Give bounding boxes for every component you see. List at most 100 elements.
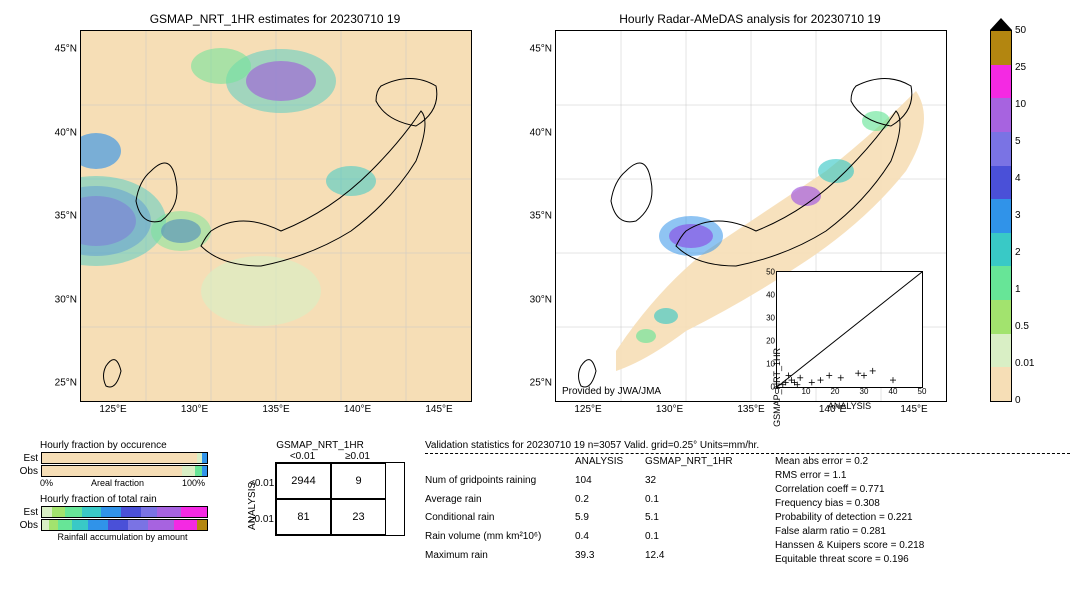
scatter-ytick: 40 <box>766 291 777 300</box>
colorbar-segment <box>991 233 1011 267</box>
hbar-segment <box>42 453 197 463</box>
ct-grid: 2944 9 81 23 <box>275 462 405 536</box>
hbar-bar <box>41 506 208 518</box>
hbar-segment <box>108 520 128 530</box>
y-tick: 25°N <box>530 378 556 389</box>
scatter-ytick: 30 <box>766 314 777 323</box>
hbar-occ-title: Hourly fraction by occurence <box>40 440 220 451</box>
scatter-svg <box>777 272 922 387</box>
val-stat: Mean abs error = 0.2 <box>775 456 924 467</box>
hbar-row-label: Est <box>10 507 41 518</box>
scatter-xtick: 30 <box>860 387 869 396</box>
val-title: Validation statistics for 20230710 19 n=… <box>425 440 1070 451</box>
colorbar-segment <box>991 65 1011 99</box>
hbar-segment <box>197 520 207 530</box>
x-tick: 145°E <box>425 401 452 415</box>
hbar-segment <box>195 466 202 476</box>
val-th-gsmap: GSMAP_NRT_1HR <box>645 456 745 471</box>
val-cell: 0.1 <box>645 494 745 509</box>
hbar-row: Est <box>10 452 220 464</box>
x-tick: 125°E <box>574 401 601 415</box>
val-cell: Average rain <box>425 494 575 509</box>
colorbar-tick: 3 <box>1015 210 1021 221</box>
y-tick: 30°N <box>530 294 556 305</box>
val-cell: Maximum rain <box>425 550 575 565</box>
hbar-row-label: Obs <box>10 466 41 477</box>
right-map-footer: Provided by JWA/JMA <box>562 386 661 397</box>
val-stat: RMS error = 1.1 <box>775 470 924 481</box>
hbar-segment <box>58 520 71 530</box>
hbar-segment <box>42 507 52 517</box>
val-cell: Rain volume (mm km²10⁶) <box>425 531 575 546</box>
val-stat: False alarm ratio = 0.281 <box>775 526 924 537</box>
x-tick: 130°E <box>656 401 683 415</box>
x-tick: 125°E <box>99 401 126 415</box>
scatter-ytick: 20 <box>766 337 777 346</box>
colorbar-segment <box>991 266 1011 300</box>
right-map: Provided by JWA/JMA ANALYSIS GSMAP_NRT_1… <box>555 30 947 402</box>
x-tick: 140°E <box>819 401 846 415</box>
colorbar-tick: 5 <box>1015 136 1021 147</box>
colorbar-tick: 2 <box>1015 247 1021 258</box>
bottom-section: Hourly fraction by occurence EstObs 0% A… <box>10 440 1070 565</box>
scatter-ytick: 50 <box>766 268 777 277</box>
colorbar-segment <box>991 199 1011 233</box>
ct-cell-00: 2944 <box>276 463 331 499</box>
ct-cell-10: 81 <box>276 499 331 535</box>
hbar-segment <box>42 520 49 530</box>
scatter-xtick: 50 <box>918 387 927 396</box>
y-tick: 45°N <box>530 44 556 55</box>
x-tick: 130°E <box>181 401 208 415</box>
hbar-segment <box>65 507 82 517</box>
val-cell: 39.3 <box>575 550 645 565</box>
hbar-occurrence: Est Obs <box>10 452 220 477</box>
x-tick: 135°E <box>262 401 289 415</box>
val-stat: Correlation coeff = 0.771 <box>775 484 924 495</box>
scatter-inset: ANALYSIS GSMAP_NRT_1HR 00101020203030404… <box>776 271 923 388</box>
ct-cell-11: 23 <box>331 499 386 535</box>
hbar-segment <box>174 520 197 530</box>
colorbar-segment <box>991 367 1011 401</box>
y-tick: 35°N <box>530 211 556 222</box>
colorbar-tick: 1 <box>1015 284 1021 295</box>
val-cell: 0.4 <box>575 531 645 546</box>
val-cell: Conditional rain <box>425 512 575 527</box>
x-tick: 135°E <box>737 401 764 415</box>
ct-col-headers: <0.01 ≥0.01 <box>275 451 405 462</box>
y-tick: 40°N <box>55 127 81 138</box>
hbar-bar <box>41 519 208 531</box>
colorbar-tick: 25 <box>1015 62 1026 73</box>
ct-col-title: GSMAP_NRT_1HR <box>235 440 405 451</box>
ct-cell-01: 9 <box>331 463 386 499</box>
val-stats-list: Mean abs error = 0.2 RMS error = 1.1 Corre… <box>775 456 924 565</box>
colorbar-tick: 50 <box>1015 25 1026 36</box>
hbar-bar <box>41 452 208 464</box>
val-stat: Hanssen & Kuipers score = 0.218 <box>775 540 924 551</box>
hbar-segment <box>88 520 108 530</box>
hbar-tot-axis: Rainfall accumulation by amount <box>40 532 205 542</box>
hbar-totalrain: Est Obs <box>10 506 220 531</box>
y-tick: 45°N <box>55 44 81 55</box>
val-stat: Equitable threat score = 0.196 <box>775 554 924 565</box>
hbar-segment <box>202 453 207 463</box>
hbar-total-title: Hourly fraction of total rain <box>40 494 220 505</box>
colorbar-segment <box>991 166 1011 200</box>
val-cell: 104 <box>575 475 645 490</box>
left-map-svg <box>81 31 471 401</box>
ct-row-h1: ≥0.01 <box>249 514 274 525</box>
hbar-segment <box>121 507 141 517</box>
hbar-row-label: Est <box>10 453 41 464</box>
val-cell: 12.4 <box>645 550 745 565</box>
hbar-segment <box>202 466 207 476</box>
hbar-row-label: Obs <box>10 520 41 531</box>
colorbar-segment <box>991 98 1011 132</box>
hbar-row: Est <box>10 506 220 518</box>
val-cell: 5.9 <box>575 512 645 527</box>
val-cell: 0.1 <box>645 531 745 546</box>
val-cell: 0.2 <box>575 494 645 509</box>
scatter-xtick: 10 <box>802 387 811 396</box>
val-stat: Probability of detection = 0.221 <box>775 512 924 523</box>
val-cell: Num of gridpoints raining <box>425 475 575 490</box>
scatter-ytick: 0 <box>771 383 777 392</box>
colorbar-tick: 4 <box>1015 173 1021 184</box>
